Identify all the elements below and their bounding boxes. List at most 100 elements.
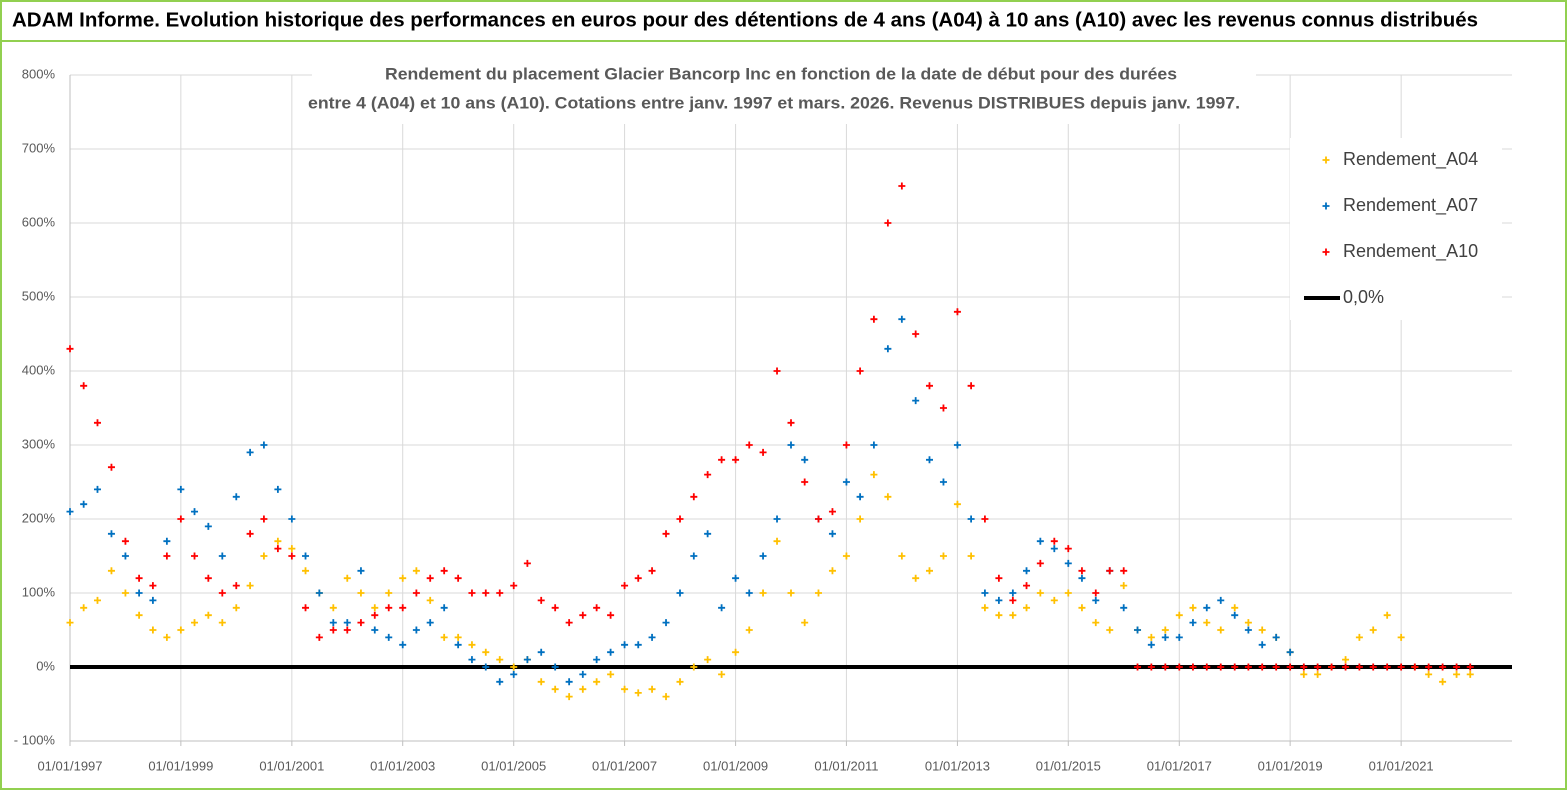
point bbox=[648, 567, 656, 575]
point bbox=[246, 448, 254, 456]
plot-area bbox=[66, 74, 1512, 746]
point bbox=[718, 604, 726, 612]
point bbox=[1244, 626, 1252, 634]
point bbox=[814, 589, 822, 597]
y-tick-label: 200% bbox=[22, 510, 56, 525]
point bbox=[426, 574, 434, 582]
point bbox=[1189, 604, 1197, 612]
point bbox=[773, 367, 781, 375]
point bbox=[440, 633, 448, 641]
legend-label: Rendement_A07 bbox=[1343, 195, 1478, 216]
point bbox=[870, 441, 878, 449]
point bbox=[1161, 633, 1169, 641]
point bbox=[1023, 582, 1031, 590]
point bbox=[1258, 626, 1266, 634]
point bbox=[621, 641, 629, 649]
point bbox=[759, 448, 767, 456]
point bbox=[690, 493, 698, 501]
point bbox=[828, 567, 836, 575]
point bbox=[1425, 670, 1433, 678]
point bbox=[1134, 663, 1142, 671]
point bbox=[953, 441, 961, 449]
x-tick-label: 01/01/2019 bbox=[1258, 758, 1323, 773]
point bbox=[510, 582, 518, 590]
y-tick-label: 100% bbox=[22, 584, 56, 599]
point bbox=[1355, 663, 1363, 671]
point bbox=[925, 567, 933, 575]
point bbox=[995, 596, 1003, 604]
legend bbox=[1290, 138, 1502, 320]
point bbox=[870, 315, 878, 323]
x-tick-label: 01/01/2009 bbox=[703, 758, 768, 773]
point bbox=[801, 456, 809, 464]
header: ADAM Informe. Evolution historique des p… bbox=[12, 9, 1478, 31]
point bbox=[1092, 589, 1100, 597]
point bbox=[482, 648, 490, 656]
point bbox=[1092, 619, 1100, 627]
point bbox=[967, 515, 975, 523]
point bbox=[454, 574, 462, 582]
point bbox=[177, 626, 185, 634]
title-box bbox=[312, 58, 1256, 124]
x-tick-label: 01/01/2013 bbox=[925, 758, 990, 773]
point bbox=[1425, 663, 1433, 671]
point bbox=[621, 685, 629, 693]
point bbox=[1244, 619, 1252, 627]
point bbox=[66, 508, 74, 516]
point bbox=[759, 589, 767, 597]
point bbox=[1161, 626, 1169, 634]
point bbox=[1147, 663, 1155, 671]
point bbox=[995, 574, 1003, 582]
point bbox=[1258, 663, 1266, 671]
point bbox=[1189, 619, 1197, 627]
point bbox=[676, 515, 684, 523]
point bbox=[1258, 641, 1266, 649]
point bbox=[468, 641, 476, 649]
point bbox=[1036, 537, 1044, 545]
point bbox=[1009, 596, 1017, 604]
point bbox=[80, 500, 88, 508]
point bbox=[1078, 574, 1086, 582]
point bbox=[315, 633, 323, 641]
point bbox=[1272, 633, 1280, 641]
point bbox=[745, 589, 753, 597]
x-tick-label: 01/01/2015 bbox=[1036, 758, 1101, 773]
point bbox=[510, 663, 518, 671]
point bbox=[870, 471, 878, 479]
point bbox=[1397, 633, 1405, 641]
point bbox=[1217, 626, 1225, 634]
point bbox=[704, 530, 712, 538]
point bbox=[1189, 663, 1197, 671]
point bbox=[302, 567, 310, 575]
point bbox=[1078, 567, 1086, 575]
point bbox=[80, 604, 88, 612]
point bbox=[579, 685, 587, 693]
point bbox=[1466, 663, 1474, 671]
point bbox=[454, 633, 462, 641]
point bbox=[856, 515, 864, 523]
point bbox=[565, 678, 573, 686]
point bbox=[1411, 663, 1419, 671]
point bbox=[412, 567, 420, 575]
point bbox=[135, 611, 143, 619]
point bbox=[1009, 611, 1017, 619]
point bbox=[690, 663, 698, 671]
point bbox=[496, 678, 504, 686]
point bbox=[1439, 678, 1447, 686]
point bbox=[107, 567, 115, 575]
point bbox=[939, 404, 947, 412]
point bbox=[385, 633, 393, 641]
point bbox=[66, 619, 74, 627]
point bbox=[218, 552, 226, 560]
point bbox=[967, 382, 975, 390]
point bbox=[121, 552, 129, 560]
point bbox=[1286, 648, 1294, 656]
point bbox=[593, 656, 601, 664]
point bbox=[302, 604, 310, 612]
point bbox=[925, 456, 933, 464]
point bbox=[634, 641, 642, 649]
point bbox=[440, 604, 448, 612]
point bbox=[1078, 604, 1086, 612]
point bbox=[787, 589, 795, 597]
point bbox=[371, 611, 379, 619]
